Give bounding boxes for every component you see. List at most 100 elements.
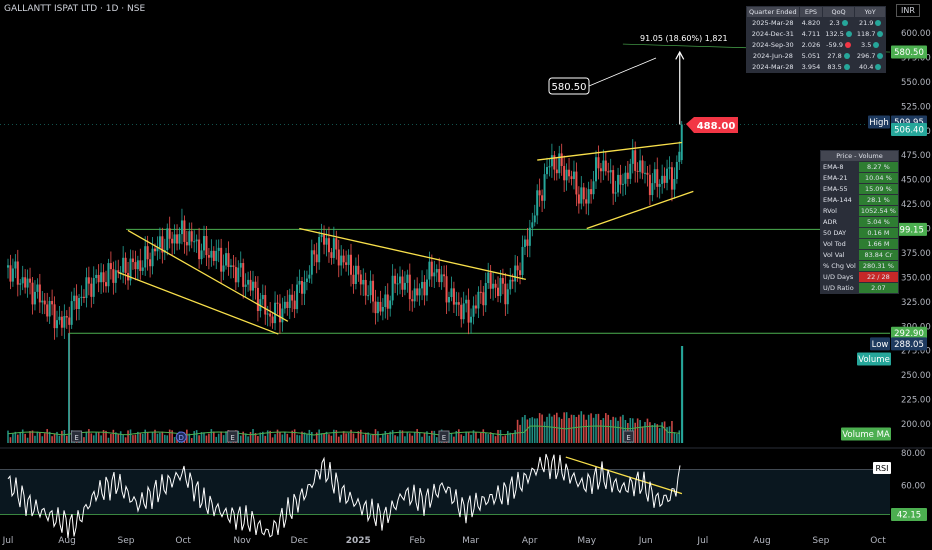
candle-body: [244, 284, 247, 287]
candle-body: [237, 267, 240, 283]
metric-label: 50 DAY: [820, 227, 859, 239]
candle-body: [65, 316, 68, 318]
table-row: RVol 1052.54 %: [820, 205, 899, 217]
candle-body: [526, 239, 529, 246]
volume-bar: [406, 432, 409, 443]
currency-button[interactable]: INR: [896, 4, 920, 17]
volume-bar: [225, 431, 227, 443]
metric-label: Vol Tod: [820, 238, 859, 250]
volume-bar: [252, 429, 254, 443]
candle-body: [487, 272, 490, 284]
low-badge-bg: [891, 337, 927, 351]
candle-body: [193, 241, 196, 243]
metric-label: U/D Ratio: [820, 282, 859, 294]
volume-bar: [590, 413, 592, 443]
time-tick-label: Oct: [870, 536, 886, 546]
candle-body: [421, 281, 424, 289]
candle-body: [60, 316, 63, 328]
candle-body: [264, 295, 267, 315]
candle-body: [602, 160, 605, 172]
table-row: 2024-Jun-28 5.051 27.8 296.7: [746, 50, 887, 62]
metric-value: 83.84 Cr: [857, 249, 899, 261]
volume-bar: [345, 433, 347, 443]
candle-body: [342, 255, 345, 263]
candle-body: [568, 169, 571, 177]
event-marker: [623, 430, 635, 443]
candle-body: [325, 238, 328, 245]
candle-body: [305, 278, 308, 282]
candle-body: [26, 278, 29, 288]
candle-body: [303, 281, 306, 294]
candle-body: [21, 277, 24, 284]
candle-body: [129, 258, 132, 281]
volume-bar: [384, 431, 387, 443]
candle-body: [639, 160, 642, 172]
down-indicator-icon: [844, 42, 851, 48]
candle-body: [269, 313, 272, 317]
candle-body: [335, 238, 338, 250]
candle-body: [359, 274, 362, 285]
candle-body: [531, 222, 534, 228]
volume-bar: [364, 432, 367, 443]
candle-body: [406, 274, 409, 283]
symbol-title[interactable]: GALLANTT ISPAT LTD · 1D · NSE: [4, 4, 146, 14]
volume-bar: [102, 430, 105, 443]
candle-body: [465, 299, 468, 304]
volume-bar: [61, 430, 63, 443]
up-indicator-icon: [845, 31, 852, 37]
candle-body: [134, 262, 137, 270]
metric-value: 22 / 28: [857, 271, 899, 283]
table-row: 2025-Mar-28 4.820 2.3 21.9: [746, 17, 887, 29]
cell-value: 3.5: [861, 41, 872, 49]
volume-bar: [134, 434, 137, 443]
candle-body: [658, 183, 661, 187]
candle-body: [592, 181, 595, 195]
volume-bar: [460, 434, 463, 443]
candle-body: [146, 246, 149, 260]
candle-body: [470, 316, 473, 323]
candle-body: [565, 169, 568, 181]
volume-bar: [271, 437, 274, 443]
candle-body: [131, 258, 134, 263]
candle-body: [501, 278, 504, 284]
table-cell: 3.954: [798, 61, 824, 73]
volume-bar: [431, 430, 433, 443]
candle-body: [190, 231, 193, 242]
metric-label: RVol: [820, 205, 859, 217]
volume-bar: [352, 433, 355, 443]
volume-bar: [565, 412, 568, 443]
volume-bar: [529, 418, 531, 443]
volume-bar: [482, 429, 485, 443]
volume-bar: [509, 432, 512, 443]
resistance-badge-bg: [891, 222, 927, 236]
candle-body: [85, 277, 88, 298]
candle-body: [100, 272, 103, 283]
candle-body: [124, 257, 127, 273]
volume-bar: [541, 414, 543, 443]
price-volume-table: Price - Volume EMA-8 8.27 % EMA-21 10.04 % E…: [820, 150, 899, 294]
volume-bar: [372, 433, 374, 443]
volume-bar: [475, 431, 477, 443]
volume-bar: [63, 429, 66, 443]
volume-bar: [124, 437, 127, 443]
volume-bar: [386, 434, 389, 443]
candle-body: [499, 278, 502, 297]
volume-bar: [582, 414, 585, 443]
candle-body: [413, 288, 416, 302]
candle-body: [489, 272, 492, 289]
candle-body: [92, 278, 95, 297]
candle-body: [310, 250, 313, 275]
volume-bar: [462, 435, 465, 443]
candle-body: [122, 257, 125, 273]
volume-bar: [306, 434, 308, 443]
quarter-table: Quarter Ended EPS QoQ YoY 2025-Mar-28 4.820 2…: [746, 6, 887, 73]
table-cell: 2025-Mar-28: [746, 17, 800, 29]
candle-body: [347, 254, 350, 265]
volume-bar: [607, 414, 610, 443]
candle-body: [212, 250, 215, 261]
candle-body: [180, 220, 183, 235]
price-tick-label: 600.00: [901, 29, 931, 39]
candle-body: [51, 301, 54, 305]
volume-bar: [538, 413, 541, 443]
candle-body: [492, 283, 495, 289]
